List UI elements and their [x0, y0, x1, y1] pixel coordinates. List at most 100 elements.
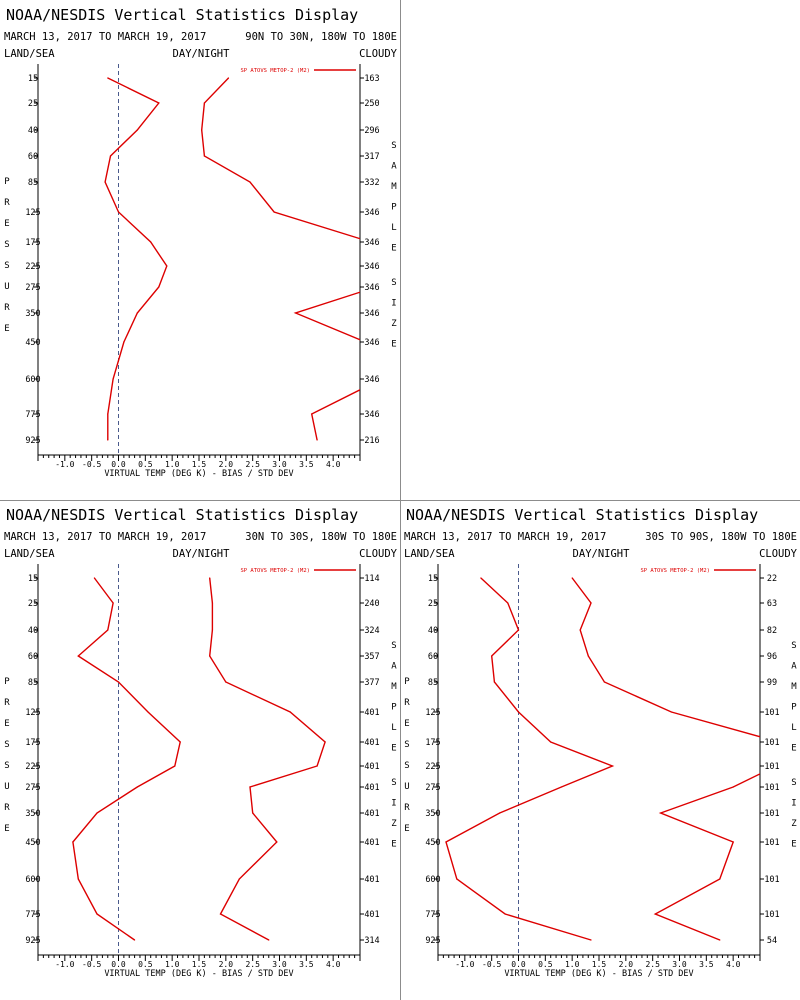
stddev-point	[670, 711, 672, 713]
y-axis-label-letter: R	[404, 698, 410, 708]
bias-point	[611, 765, 613, 767]
region: 30N TO 30S, 180W TO 180E	[245, 531, 397, 543]
header-cloudy: CLOUDY	[759, 548, 798, 560]
sample-size-label: 101	[764, 838, 779, 848]
stddev-line	[571, 577, 760, 941]
x-tick-label: 0.0	[111, 460, 126, 469]
header-land-sea: LAND/SEA	[4, 48, 55, 60]
stddev-point	[268, 939, 270, 941]
pressure-label: 40	[28, 626, 38, 636]
x-tick-label: 3.0	[672, 960, 687, 969]
bias-point	[93, 577, 95, 579]
pressure-label: 925	[25, 936, 40, 946]
bias-point	[150, 241, 152, 243]
bias-point	[147, 711, 149, 713]
stddev-line	[208, 577, 326, 941]
x-tick-label: 1.0	[565, 960, 580, 969]
y-axis-label-letter: S	[4, 761, 9, 771]
y-axis-label-letter: P	[4, 677, 10, 687]
pressure-label: 600	[425, 875, 440, 885]
x-tick-label: 0.0	[111, 960, 126, 969]
stddev-point	[324, 741, 326, 743]
x-tick-label: 3.0	[272, 960, 287, 969]
y2-axis-label-letter: E	[391, 244, 396, 254]
y-axis-label-letter: U	[4, 782, 9, 792]
header-land-sea: LAND/SEA	[4, 548, 55, 560]
stddev-point	[203, 102, 205, 104]
bias-point	[158, 286, 160, 288]
header-cloudy: CLOUDY	[359, 48, 398, 60]
pressure-label: 175	[425, 738, 440, 748]
x-tick-label: 0.5	[138, 460, 153, 469]
sample-size-label: 346	[364, 262, 379, 272]
y-axis-label-letter: R	[4, 803, 10, 813]
bias-point	[77, 655, 79, 657]
bias-point	[504, 913, 506, 915]
pressure-label: 25	[428, 599, 438, 609]
y-axis-label-letter: S	[4, 261, 9, 271]
sample-size-label: 346	[364, 338, 379, 348]
y-axis-label-letter: E	[4, 324, 9, 334]
sample-size-label: 101	[764, 783, 779, 793]
bias-point	[136, 312, 138, 314]
date-range: MARCH 13, 2017 TO MARCH 19, 2017	[404, 531, 606, 543]
y2-axis-label-letter: Z	[391, 819, 397, 829]
sample-size-label: 101	[764, 875, 779, 885]
stddev-point	[238, 878, 240, 880]
pressure-label: 775	[25, 410, 40, 420]
chart-30n-30s: NOAA/NESDIS Vertical Statistics Display M…	[4, 506, 398, 979]
sample-size-label: 314	[364, 936, 379, 946]
y2-axis-label-letter: M	[391, 182, 397, 192]
stddev-point	[203, 155, 205, 157]
stddev-point	[719, 939, 721, 941]
sample-size-label: 346	[364, 375, 379, 385]
pressure-label: 85	[28, 178, 38, 188]
x-tick-label: 3.5	[299, 460, 314, 469]
bias-line	[72, 577, 181, 941]
pressure-label: 15	[28, 574, 38, 584]
sample-size-label: 401	[364, 910, 379, 920]
pressure-label: 600	[25, 375, 40, 385]
y2-axis-label-letter: S	[791, 641, 796, 651]
x-tick-label: -1.0	[55, 460, 74, 469]
bias-point	[104, 181, 106, 183]
pressure-label: 85	[428, 678, 438, 688]
stddev-point	[590, 602, 592, 604]
sample-size-label: 114	[364, 574, 379, 584]
bias-point	[550, 741, 552, 743]
stddev-line	[200, 77, 360, 441]
y2-axis-label-letter: P	[791, 703, 797, 713]
x-tick-label: 2.0	[219, 460, 234, 469]
sample-size-label: 317	[364, 152, 379, 162]
stddev-point	[311, 413, 313, 415]
sample-size-label: 250	[364, 99, 379, 109]
x-tick-label: -1.0	[55, 960, 74, 969]
bias-point	[107, 439, 109, 441]
y2-axis-label-letter: S	[791, 778, 796, 788]
sample-size-label: 346	[364, 208, 379, 218]
y-axis-label-letter: E	[4, 824, 9, 834]
y2-axis-label-letter: E	[391, 340, 396, 350]
x-tick-label: 2.5	[245, 460, 260, 469]
bias-point	[158, 102, 160, 104]
chart-30s-90s: NOAA/NESDIS Vertical Statistics Display M…	[404, 506, 798, 979]
pressure-label: 600	[25, 875, 40, 885]
header-day-night: DAY/NIGHT	[573, 548, 631, 560]
stddev-point	[316, 765, 318, 767]
x-tick-label: 4.0	[326, 960, 341, 969]
bias-line	[445, 577, 615, 941]
sample-size-label: 401	[364, 838, 379, 848]
chart-title: NOAA/NESDIS Vertical Statistics Display	[6, 6, 358, 24]
x-tick-label: 4.0	[326, 460, 341, 469]
x-tick-label: 1.5	[192, 460, 207, 469]
pressure-label: 775	[425, 910, 440, 920]
pressure-label: 225	[25, 762, 40, 772]
y-axis-label-letter: R	[4, 303, 10, 313]
sample-size-label: 296	[364, 126, 379, 136]
stddev-point	[579, 629, 581, 631]
x-tick-label: 3.0	[272, 460, 287, 469]
pressure-label: 350	[25, 309, 40, 319]
y2-axis-label-letter: I	[791, 799, 796, 809]
y-axis-label-letter: S	[404, 740, 409, 750]
sample-size-label: 401	[364, 875, 379, 885]
